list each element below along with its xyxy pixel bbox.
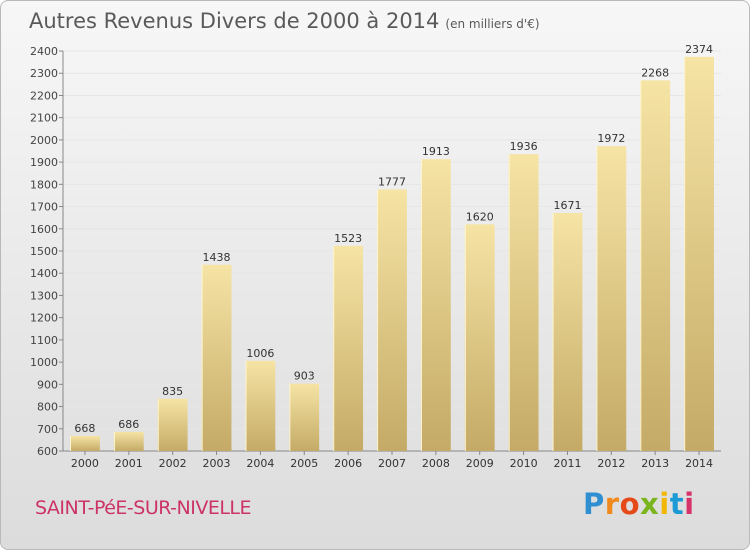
bar	[377, 189, 407, 451]
bar	[157, 398, 188, 451]
logo-letter: o	[619, 487, 641, 521]
y-tick-label: 2100	[30, 112, 58, 125]
data-label: 903	[294, 370, 315, 383]
data-label: 668	[74, 422, 95, 435]
y-tick-label: 1900	[30, 156, 58, 169]
y-tick-label: 1700	[30, 201, 58, 214]
bar	[289, 383, 320, 451]
bar	[684, 56, 714, 452]
logo-letter: r	[604, 487, 620, 521]
x-tick-label: 2011	[553, 457, 581, 470]
commune-name: SAINT-PéE-SUR-NIVELLE	[35, 497, 252, 519]
x-tick-label: 2010	[510, 457, 538, 470]
y-tick-label: 1800	[30, 178, 58, 191]
data-label: 686	[118, 418, 139, 431]
labels: 668 686 835 1438 1006 903 1523 1777 1913 1620 1936…	[74, 43, 713, 435]
axes: 600 700 800 900 1000 1100 1200 1300 1400 1500 1600…	[30, 45, 721, 470]
bar	[464, 224, 495, 451]
y-tick-label: 2300	[30, 67, 58, 80]
y-tick-label: 1000	[30, 356, 58, 369]
proxiti-logo: Proxiti	[583, 487, 695, 521]
chart-subtitle: (en milliers d'€)	[445, 17, 540, 31]
y-tick-label: 900	[37, 378, 58, 391]
x-tick-label: 2008	[422, 457, 450, 470]
x-tick-label: 2002	[159, 457, 187, 470]
x-tick-label: 2000	[71, 457, 99, 470]
x-tick-label: 2009	[466, 457, 494, 470]
x-tick-label: 2007	[378, 457, 406, 470]
data-label: 1006	[246, 347, 274, 360]
logo-letter: t	[669, 487, 685, 521]
y-tick-label: 800	[37, 401, 58, 414]
x-tick-label: 2012	[597, 457, 625, 470]
data-label: 1438	[203, 251, 231, 264]
bars	[70, 56, 714, 452]
y-tick-label: 2400	[30, 45, 58, 58]
data-label: 2268	[641, 66, 669, 79]
bar	[596, 146, 627, 451]
bar	[640, 80, 671, 451]
x-tick-label: 2013	[641, 457, 669, 470]
data-label: 1913	[422, 145, 450, 158]
y-tick-label: 700	[37, 423, 58, 436]
x-tick-label: 2004	[246, 457, 274, 470]
logo-letter: P	[583, 487, 605, 521]
x-tick-label: 2005	[290, 457, 318, 470]
y-tick-label: 1200	[30, 312, 58, 325]
data-label: 1671	[553, 199, 581, 212]
x-tick-label: 2006	[334, 457, 362, 470]
y-tick-label: 1300	[30, 289, 58, 302]
data-label: 2374	[685, 43, 713, 56]
data-label: 1620	[466, 210, 494, 223]
chart-title-text: Autres Revenus Divers de 2000 à 2014	[29, 9, 440, 33]
bar	[333, 245, 364, 451]
bar	[70, 435, 100, 451]
data-label: 1972	[597, 132, 625, 145]
x-tick-label: 2003	[203, 457, 231, 470]
logo-letter: x	[640, 487, 660, 521]
y-tick-label: 2200	[30, 89, 58, 102]
bar	[245, 360, 276, 451]
bar	[420, 159, 451, 451]
data-label: 835	[162, 385, 183, 398]
x-tick-label: 2014	[685, 457, 713, 470]
y-tick-label: 1500	[30, 245, 58, 258]
logo-letter: i	[684, 487, 695, 521]
data-label: 1936	[510, 140, 538, 153]
logo-letter: i	[659, 487, 670, 521]
y-tick-label: 600	[37, 445, 58, 458]
y-tick-label: 1100	[30, 334, 58, 347]
bar	[201, 264, 232, 451]
bar	[113, 431, 144, 451]
chart-title: Autres Revenus Divers de 2000 à 2014 (en …	[29, 9, 540, 33]
bar	[552, 213, 583, 451]
y-tick-label: 1600	[30, 223, 58, 236]
data-label: 1777	[378, 175, 406, 188]
y-tick-label: 2000	[30, 134, 58, 147]
x-tick-label: 2001	[115, 457, 143, 470]
bar	[508, 154, 539, 451]
y-tick-label: 1400	[30, 267, 58, 280]
data-label: 1523	[334, 232, 362, 245]
